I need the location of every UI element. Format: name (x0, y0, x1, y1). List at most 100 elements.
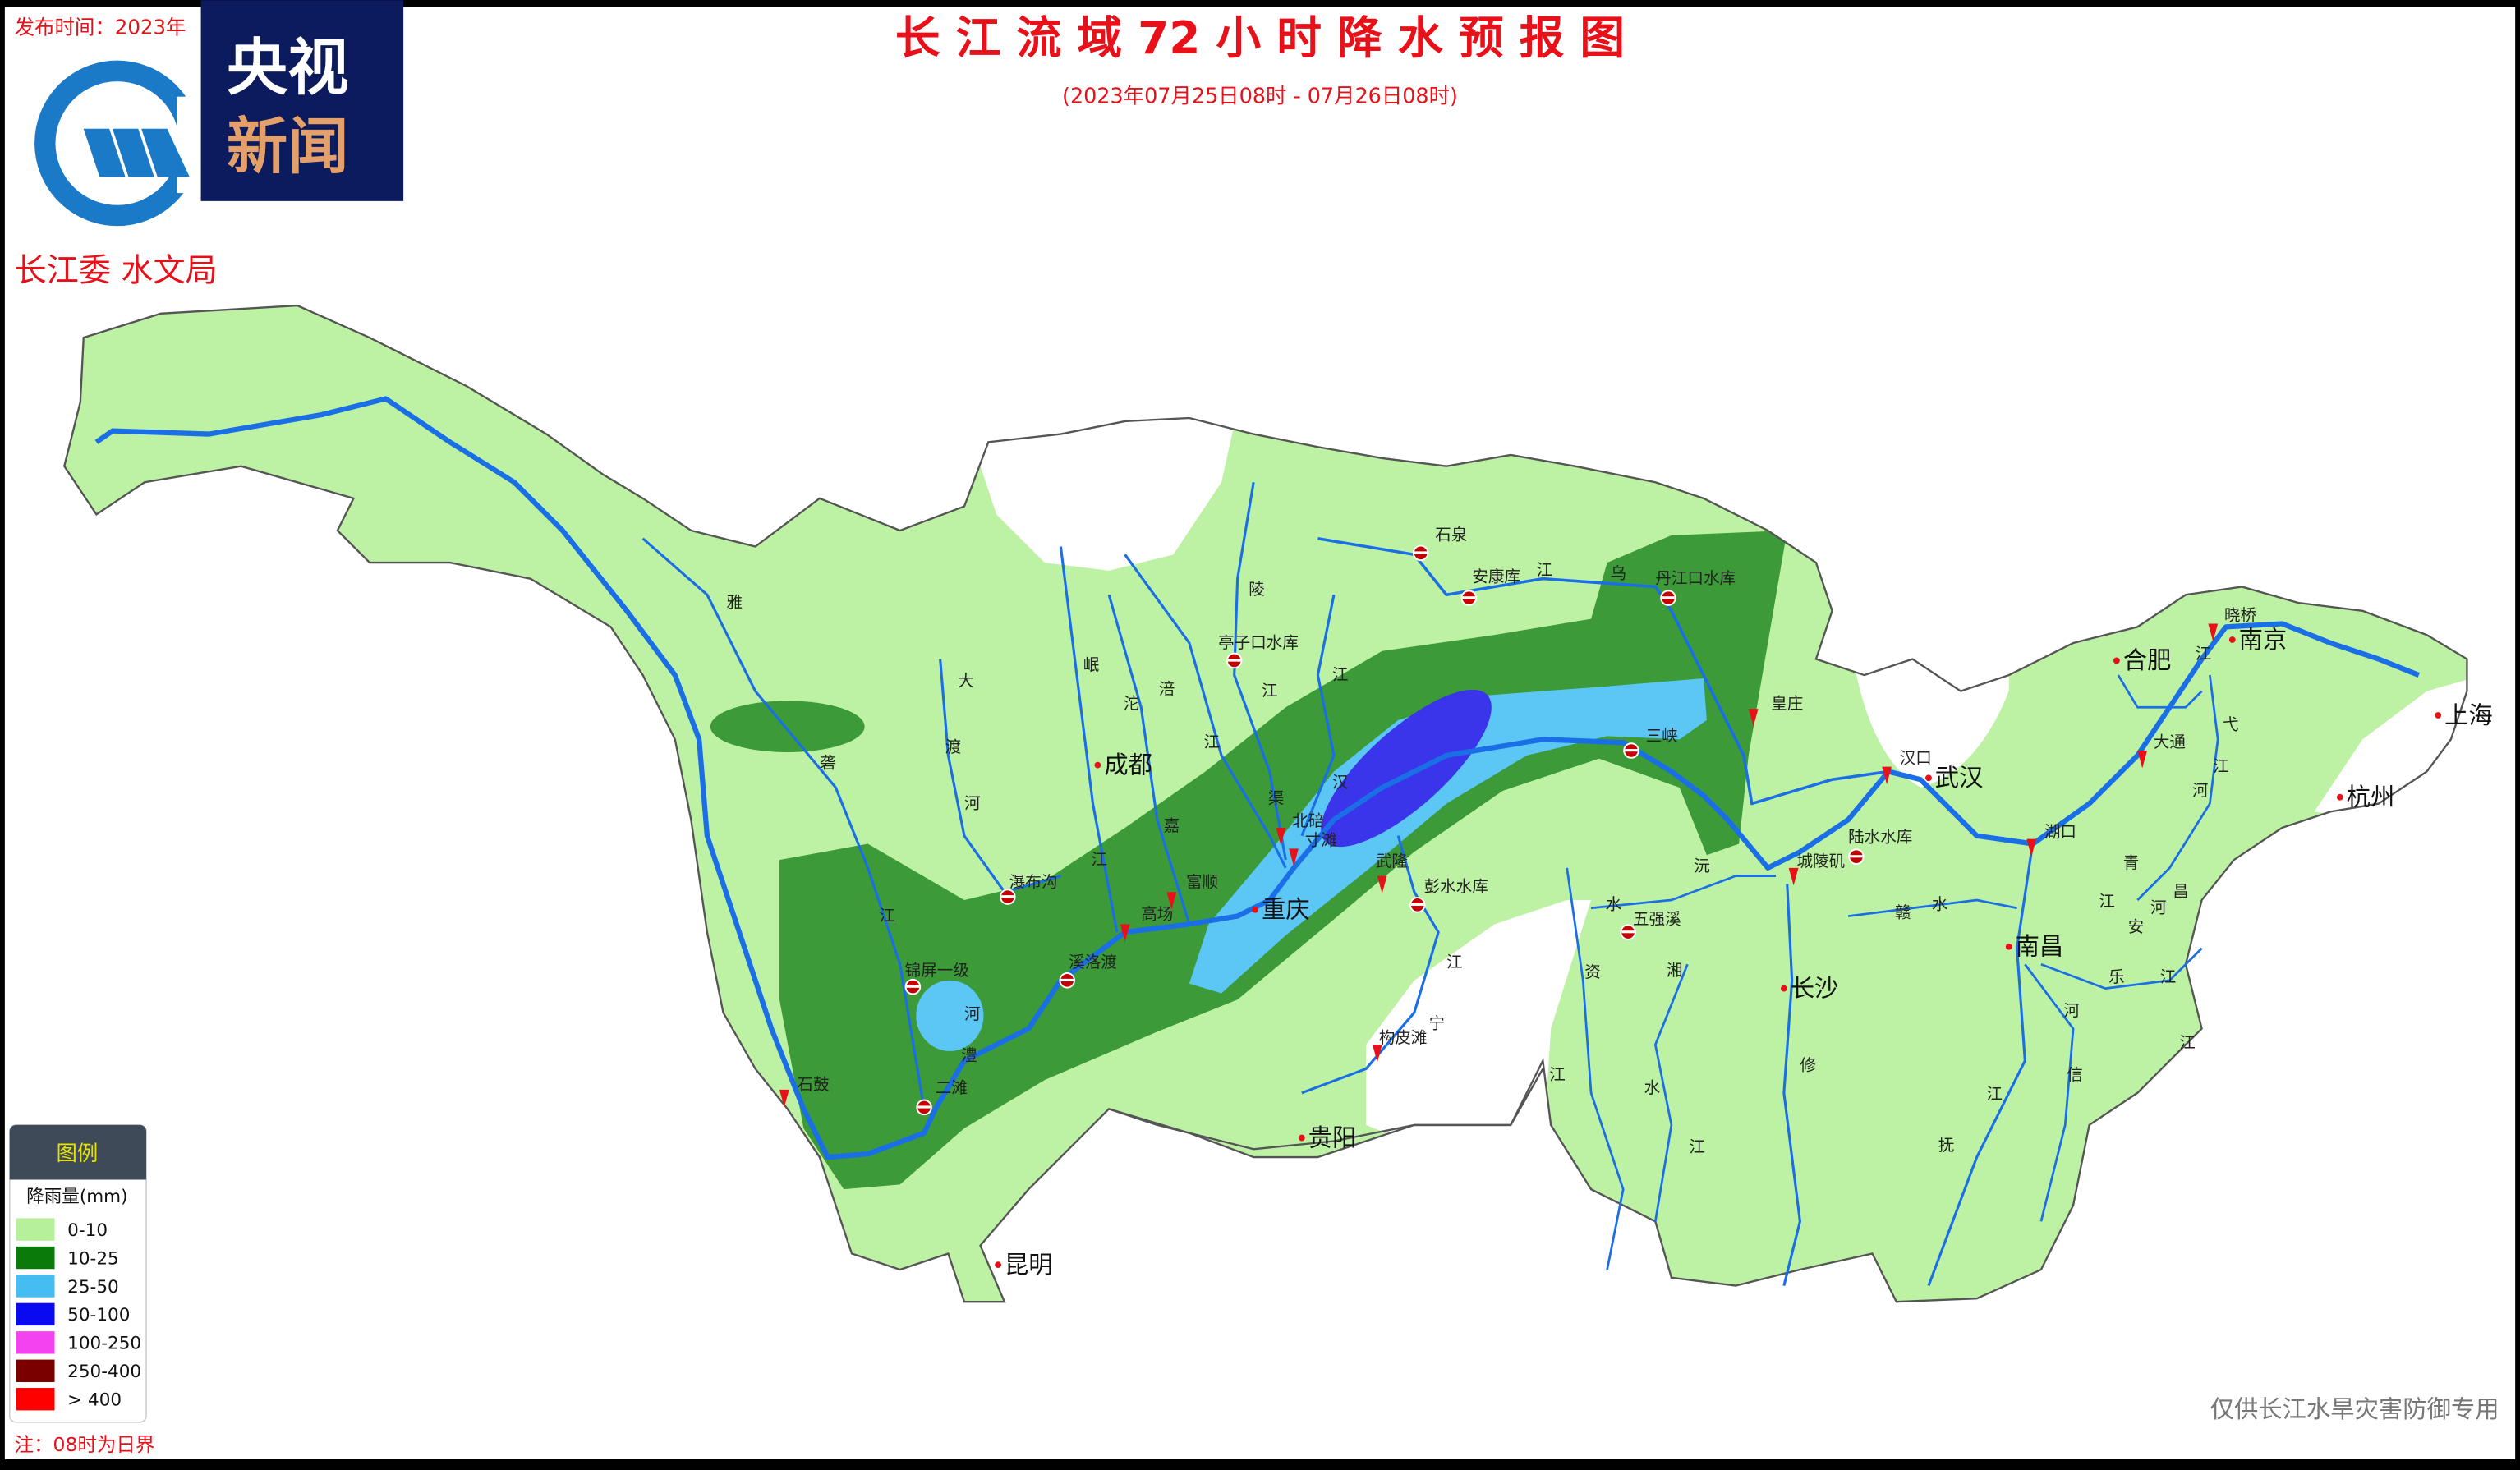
legend-label: 0-10 (67, 1220, 108, 1241)
river-qu (1300, 594, 1336, 837)
legend-label: 10-25 (67, 1248, 119, 1269)
map-subtitle: (2023年07月25日08时 - 07月26日08时) (1062, 84, 1458, 108)
river-name-char: 河 (2150, 898, 2167, 917)
station-label: 石鼓 (797, 1075, 829, 1094)
city-dot (995, 1261, 1001, 1269)
province-boundary-guizhou (1108, 1068, 1544, 1151)
city-dot (1298, 1134, 1305, 1142)
river-name-char: 宁 (1428, 1014, 1445, 1033)
river-xiu (1847, 898, 2017, 917)
river-name-char: 江 (1446, 953, 1463, 972)
river-name-char: 砻 (820, 754, 836, 773)
river-xin (2040, 947, 2203, 990)
river-name-char: 江 (1549, 1065, 1566, 1084)
river-gan (1927, 852, 2033, 1287)
hydrological-station-icon (1788, 867, 1799, 886)
city-label: 成都 (1104, 751, 1152, 779)
river-name-char: 赣 (1895, 903, 1911, 922)
city-label: 贵阳 (1308, 1123, 1357, 1151)
river-xiang (1782, 884, 1801, 1286)
legend-title: 图例 (56, 1141, 98, 1165)
city-label: 南昌 (2016, 933, 2064, 961)
river-name-char: 河 (2063, 1001, 2080, 1020)
river-name-char: 渠 (1268, 789, 1285, 808)
station-label: 溪洛渡 (1069, 953, 1117, 972)
hydrological-station-icon (1372, 1045, 1382, 1063)
city-label: 重庆 (1262, 896, 1310, 924)
river-qingyi (2136, 674, 2219, 901)
city-label: 杭州 (2347, 783, 2395, 811)
hydrological-station-icon (1882, 766, 1892, 785)
legend-header (9, 1124, 147, 1180)
station-label: 陆水水库 (1848, 828, 1912, 847)
river-wu (1301, 835, 1440, 1095)
hydrological-station-icon (1166, 892, 1177, 910)
hydrological-station-icon (1276, 827, 1286, 846)
legend-swatch (16, 1246, 55, 1270)
river-name-char: 河 (964, 793, 981, 812)
hydrological-station-icon (779, 1089, 789, 1108)
city-label: 南京 (2239, 626, 2288, 654)
station-label: 石泉 (1435, 526, 1467, 544)
river-name-char: 乐 (2108, 967, 2125, 986)
river-name-char: 岷 (1083, 655, 1100, 674)
reservoir-marker-icon (1460, 590, 1478, 606)
hydrological-station-icon (2026, 838, 2037, 857)
river-name-char: 修 (1800, 1055, 1816, 1074)
legend: 图例 降雨量(mm) 0-10 10-25 25-50 50-100 100-250 25… (8, 1124, 147, 1423)
river-yuan (1566, 867, 1625, 1270)
river-name-char: 江 (2213, 756, 2229, 775)
reservoir-marker-icon (1059, 972, 1075, 989)
river-name-char: 江 (2099, 892, 2115, 911)
river-name-char: 昌 (2173, 882, 2189, 901)
river-name-char: 乌 (1611, 564, 1627, 583)
rain-zone-25-50-small (916, 980, 984, 1051)
reservoir-marker-icon (1412, 544, 1429, 562)
river-dadu (939, 659, 1061, 893)
no-rain-zone-north (963, 410, 1238, 571)
river-name-char: 抚 (1938, 1136, 1955, 1155)
station-label: 构皮滩 (1379, 1028, 1428, 1047)
reservoir-marker-icon (1660, 590, 1676, 606)
svg-text:央视: 央视 (227, 32, 349, 103)
river-jialing (1233, 482, 1287, 861)
station-label: 安康库 (1472, 567, 1520, 586)
hydrological-station-icon (1377, 875, 1387, 894)
station-label: 城陵矶 (1797, 852, 1846, 871)
river-name-char: 江 (1689, 1137, 1705, 1156)
river-name-char: 汉 (1332, 773, 1349, 792)
reservoir-marker-icon (916, 1099, 932, 1116)
river-name-char: 水 (1932, 895, 1948, 914)
river-min (1059, 546, 1119, 933)
rain-zone-10-25-small (710, 701, 865, 752)
svg-text:新闻: 新闻 (227, 111, 349, 182)
station-label: 寸滩 (1305, 830, 1337, 849)
station-label: 湖口 (2044, 823, 2076, 842)
city-dot (2113, 657, 2120, 664)
rain-zone-50-100 (1321, 689, 1492, 848)
city-dot (1094, 761, 1101, 769)
station-label: 三峡 (1646, 726, 1678, 745)
reservoir-marker-icon (1409, 897, 1426, 913)
river-name-char: 信 (2067, 1065, 2083, 1084)
date-boundary-note: 注：08时为日界 (15, 1433, 155, 1456)
river-name-char: 江 (1986, 1085, 2003, 1104)
legend-label: 50-100 (67, 1305, 130, 1325)
city-dot (2336, 793, 2343, 801)
legend-label: 100-250 (67, 1334, 141, 1354)
river-name-char: 江 (1332, 665, 1349, 684)
station-label: 皇庄 (1771, 694, 1803, 713)
disclaimer: 仅供长江水旱灾害防御专用 (2210, 1395, 2499, 1423)
station-label: 二滩 (936, 1078, 968, 1097)
river-name-char: 江 (1204, 733, 1221, 751)
city-dot (1252, 906, 1259, 913)
station-label: 瀑布沟 (1009, 872, 1058, 891)
station-label: 彭水水库 (1424, 877, 1488, 896)
river-name-char: 弋 (2223, 715, 2239, 734)
station-label: 大通 (2154, 733, 2186, 751)
river-name-char: 嘉 (1164, 816, 1180, 835)
reservoir-marker-icon (1000, 889, 1016, 905)
